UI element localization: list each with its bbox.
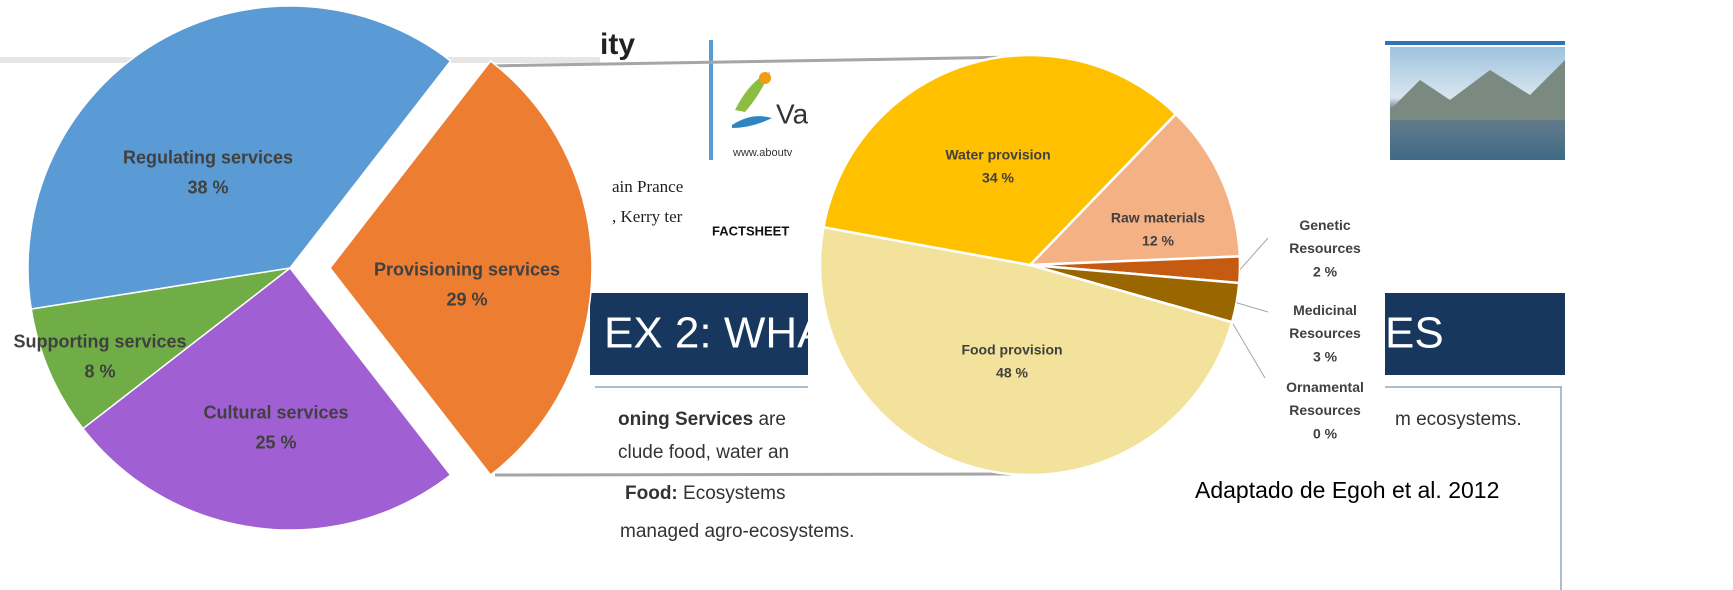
factsheet: FACTSHEET [712,223,789,238]
body-text: Food: Ecosystems [625,483,785,504]
slice-label: Cultural services [156,403,396,424]
banner-text: ES [1385,309,1444,358]
slice-value-label: 34 % [943,167,1053,190]
slice-label: Provisioning services [347,260,587,281]
body-bold: Food: [625,483,678,504]
logo-sun [759,72,771,84]
body-text: m ecosystems. [1395,409,1522,430]
slice-value-label: 12 % [1103,230,1213,253]
heading: ity [600,28,635,61]
slice-label: Ornamental Resources [1280,376,1370,422]
page: ity Va www.aboutv ain Prance , Kerry ter… [0,0,1733,590]
slice-label: Water provision [943,144,1053,167]
body-bold: oning Services [618,409,753,430]
slice-label: Regulating services [88,148,328,169]
slice-value-label: 48 % [957,362,1067,385]
body-text: oning Services are [618,409,786,430]
slice-value-label: 0 % [1280,423,1370,446]
body-text: managed agro-ecosystems. [620,521,854,542]
slice-label: Supporting services [0,332,220,353]
caption: Adaptado de Egoh et al. 2012 [1195,477,1499,503]
slice-value-label: 2 % [1280,261,1370,284]
slice-value-label: 38 % [88,178,328,199]
slice-label: Raw materials [1103,207,1213,230]
chart-canvas: ity Va www.aboutv ain Prance , Kerry ter… [0,0,1733,590]
slice-value-label: 3 % [1280,346,1370,369]
body-span: are [758,409,785,430]
logo-text: Va [776,98,809,129]
body-text: clude food, water an [618,442,789,463]
slice-value-label: 29 % [347,290,587,311]
body-span: Ecosystems [683,483,785,504]
slice-value-label: 25 % [156,433,396,454]
slice-value-label: 8 % [0,362,220,383]
connector [495,474,1020,475]
slice-label: Genetic Resources [1280,214,1370,260]
slice-label: Medicinal Resources [1280,299,1370,345]
logo-url: www.aboutv [732,147,793,159]
logo-wave [732,116,772,128]
banner-text: EX 2: WHA [604,309,827,358]
slice-label: Food provision [957,339,1067,362]
text-line: ain Prance [612,177,683,196]
text-line: , Kerry ter [612,207,683,226]
